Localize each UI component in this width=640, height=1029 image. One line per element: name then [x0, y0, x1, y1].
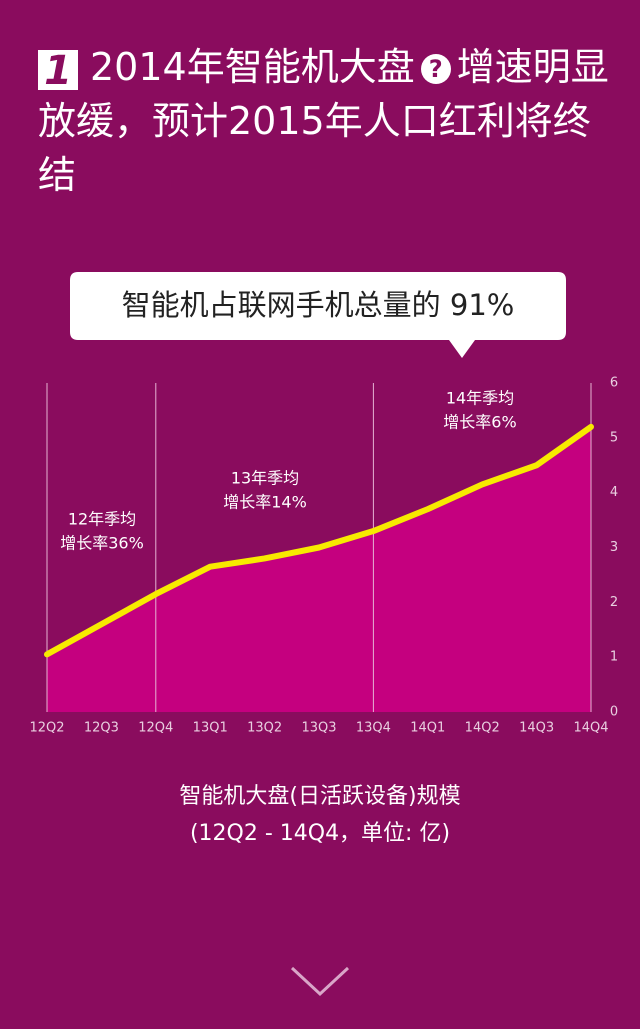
help-icon[interactable]: ?: [420, 54, 451, 84]
y-tick-label: 5: [610, 430, 618, 445]
x-tick-label: 14Q2: [465, 721, 500, 736]
x-tick-label: 12Q3: [84, 721, 119, 736]
y-tick-label: 3: [610, 540, 618, 555]
y-tick-label: 1: [610, 650, 618, 665]
y-tick-label: 6: [610, 376, 618, 391]
y-tick-label: 2: [610, 595, 618, 610]
badge: 1: [38, 50, 78, 92]
x-tick-label: 14Q1: [410, 721, 445, 736]
annotation: 增长率6%: [443, 413, 516, 432]
scroll-chevron[interactable]: [290, 966, 350, 997]
x-tick-label: 12Q4: [138, 721, 173, 736]
callout-text: 智能机占联网手机总量的 91%: [122, 288, 515, 322]
x-tick-label: 14Q4: [573, 721, 608, 736]
title-text: 增速明显放缓，预计2015年人口红利将终结: [38, 45, 609, 197]
x-tick-label: 13Q1: [193, 721, 228, 736]
annotation: 增长率36%: [60, 534, 144, 553]
annotation: 13年季均: [231, 469, 299, 488]
area: [47, 426, 591, 712]
x-tick-label: 12Q2: [29, 721, 64, 736]
line: [44, 423, 594, 658]
x-tick-label: 13Q2: [247, 721, 282, 736]
annotation: 12年季均: [68, 510, 136, 529]
callout-bubble: [70, 272, 566, 358]
title-text: 2014年智能机大盘: [90, 45, 415, 89]
y-tick-label: 0: [610, 705, 618, 720]
title: 1 2014年智能机大盘? 增速明显放缓，预计2015年人口红利将终结: [38, 40, 623, 202]
annotation: 14年季均: [446, 389, 514, 408]
x-tick-label: 14Q3: [519, 721, 554, 736]
annotation: 增长率14%: [223, 493, 307, 512]
x-tick-label: 13Q3: [301, 721, 336, 736]
y-tick-label: 4: [610, 485, 618, 500]
x-tick-label: 13Q4: [356, 721, 391, 736]
caption: (12Q2 - 14Q4，单位: 亿): [190, 821, 450, 846]
caption: 智能机大盘(日活跃设备)规模: [179, 784, 460, 809]
